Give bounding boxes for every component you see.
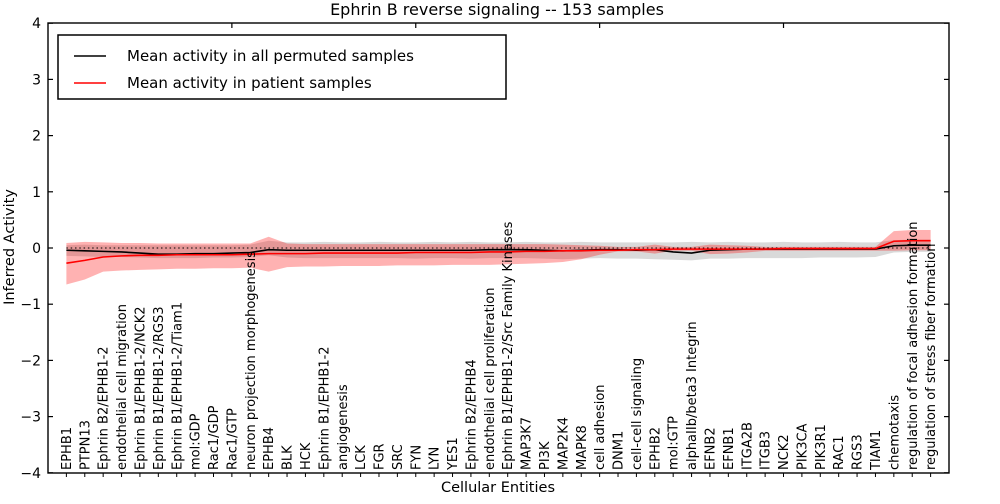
x-tick-label: cell adhesion [593, 384, 608, 470]
x-tick-label: regulation of focal adhesion formation [906, 221, 921, 470]
x-tick-label: PI3K [538, 441, 553, 470]
plot-layers [66, 230, 931, 285]
x-tick-label: YES1 [446, 437, 461, 471]
x-tick-label: MAPK8 [575, 425, 590, 470]
x-tick-label: SRC [391, 444, 406, 470]
x-tick-label: Ephrin B1/EPHB1-2/RGS3 [152, 306, 167, 470]
x-tick-label: mol:GTP [667, 416, 682, 470]
x-tick-label: alphaIIb/beta3 Integrin [685, 321, 700, 470]
x-tick-label: PIK3R1 [814, 424, 829, 470]
x-tick-label: BLK [281, 445, 296, 470]
x-tick-label: FGR [373, 443, 388, 470]
x-tick-label: Ephrin B2/EPHB1-2 [97, 346, 112, 470]
x-tick-label: MAP3K7 [520, 417, 535, 470]
y-tick-label: 1 [32, 185, 41, 201]
y-tick-label: 0 [32, 241, 41, 257]
x-tick-label: EPHB2 [648, 427, 663, 470]
y-tick-labels: 4 3 2 1 0 −1 −2 −3 −4 [20, 16, 41, 482]
legend: Mean activity in all permuted samples Me… [57, 34, 507, 100]
x-tick-label: angiogenesis [336, 384, 351, 470]
x-tick-label: HCK [299, 442, 314, 470]
x-tick-label: PTPN13 [78, 420, 93, 470]
axis-ticks [48, 22, 949, 477]
y-tick-label: 4 [32, 16, 41, 32]
x-tick-label: Ephrin B2/EPHB4 [464, 359, 479, 470]
x-tick-label: DNM1 [612, 431, 627, 470]
x-tick-label: LCK [354, 445, 369, 470]
x-axis-label: Cellular Entities [441, 480, 555, 496]
chart-title: Ephrin B reverse signaling -- 153 sample… [330, 0, 664, 19]
x-tick-label: endothelial cell proliferation [483, 287, 498, 470]
x-tick-label: ITGB3 [759, 431, 774, 470]
x-tick-label: EFNB2 [704, 427, 719, 470]
x-tick-label: FYN [409, 445, 424, 470]
legend-label-patient: Mean activity in patient samples [127, 74, 372, 92]
x-tick-label: EPHB1 [60, 427, 75, 470]
y-tick-label: 2 [32, 129, 41, 145]
patient-band [66, 230, 931, 285]
x-tick-label: Ephrin B1/EPHB1-2/Tiam1 [170, 302, 185, 470]
x-tick-label: TIAM1 [869, 430, 884, 471]
x-tick-label: chemotaxis [887, 395, 902, 470]
x-tick-label: Rac1/GTP [225, 408, 240, 470]
x-tick-label: Ephrin B1/EPHB1-2 [317, 346, 332, 470]
x-tick-label: RGS3 [851, 434, 866, 470]
x-tick-label: Ephrin B1/EPHB1-2/NCK2 [133, 306, 148, 470]
y-tick-label: −2 [20, 353, 41, 369]
patient-mean-line [66, 239, 931, 264]
y-axis-label: Inferred Activity [2, 189, 18, 305]
x-tick-label: MAP2K4 [556, 417, 571, 470]
x-tick-label: mol:GDP [189, 413, 204, 470]
x-tick-label: cell-cell signaling [630, 358, 645, 470]
x-tick-label: neuron projection morphogenesis [244, 251, 259, 470]
x-tick-label: regulation of stress fiber formation [924, 243, 939, 470]
legend-box [57, 34, 507, 100]
y-tick-label: −3 [20, 410, 41, 426]
x-tick-label: EFNB1 [722, 427, 737, 470]
x-tick-label: endothelial cell migration [115, 304, 130, 470]
x-tick-label: NCK2 [777, 434, 792, 470]
x-tick-label: Ephrin B1/EPHB1-2/Src Family Kinases [501, 221, 516, 470]
y-tick-label: 3 [32, 72, 41, 88]
legend-label-permuted: Mean activity in all permuted samples [127, 47, 414, 65]
y-tick-label: −4 [20, 466, 41, 482]
x-tick-labels: EPHB1 PTPN13 Ephrin B2/EPHB1-2 endothelial … [60, 221, 939, 471]
x-tick-label: RAC1 [832, 435, 847, 470]
x-tick-label: ITGA2B [740, 422, 755, 470]
y-tick-label: −1 [20, 297, 41, 313]
x-tick-label: LYN [428, 447, 443, 470]
x-tick-label: Rac1/GDP [207, 405, 222, 470]
x-tick-label: EPHB4 [262, 427, 277, 470]
x-tick-label: PIK3CA [795, 423, 810, 470]
